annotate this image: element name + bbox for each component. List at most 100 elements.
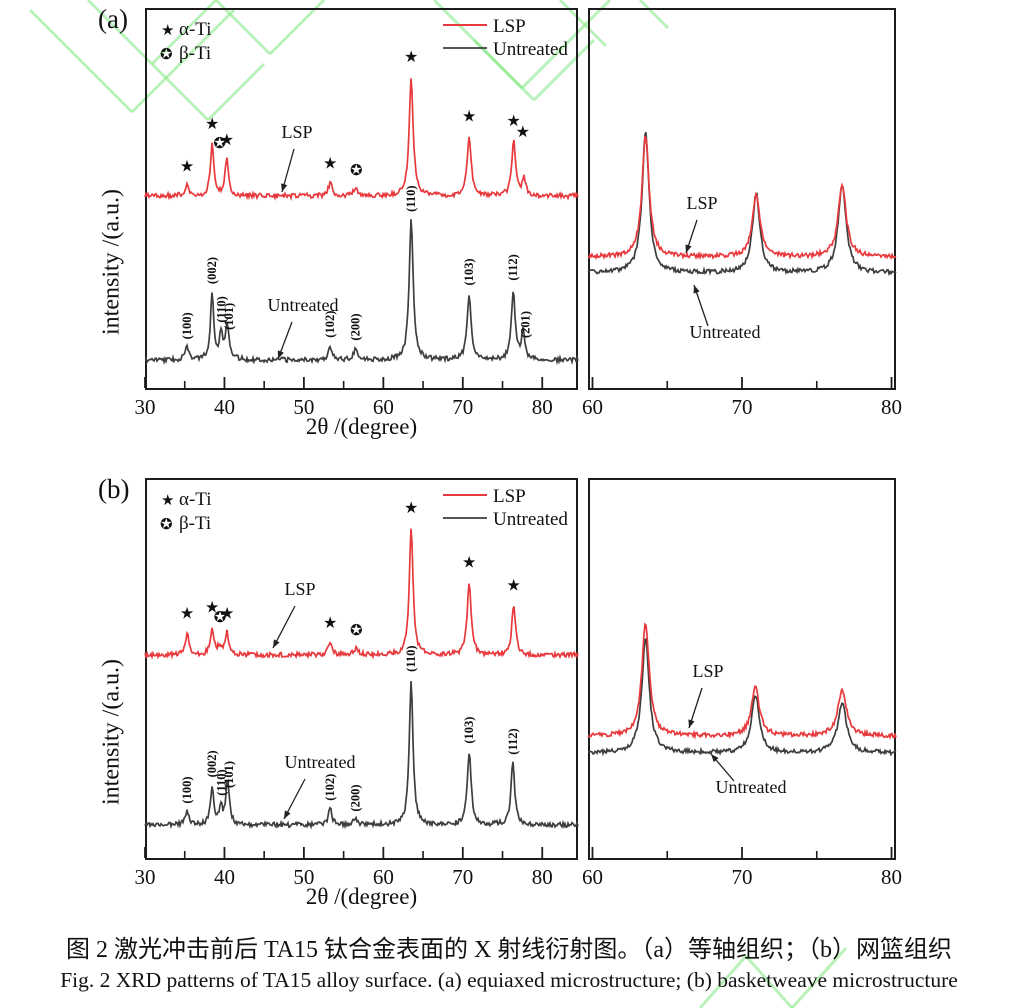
- alpha-ti-marker: ★: [506, 113, 520, 130]
- x-tick-label: 40: [214, 395, 235, 419]
- untreated-curve: [144, 681, 579, 830]
- beta-ti-key-symbol: ✪: [160, 47, 173, 63]
- x-axis-title-b: 2θ /(degree): [305, 884, 418, 909]
- alpha-ti-marker: ★: [404, 49, 418, 66]
- hkl-label: (112): [506, 728, 520, 754]
- series-annotation: LSP: [692, 661, 723, 681]
- alpha-ti-marker: ★: [404, 500, 418, 517]
- beta-ti-marker: ✪: [214, 610, 227, 626]
- alpha-ti-marker: ★: [220, 132, 234, 149]
- alpha-ti-key-label: α-Ti: [179, 19, 212, 40]
- hkl-label: (101): [222, 761, 236, 788]
- x-tick-label: 70: [732, 865, 753, 889]
- alpha-ti-marker: ★: [462, 109, 476, 126]
- hkl-label: (002): [205, 257, 219, 284]
- lsp-curve: [587, 135, 897, 261]
- series-annotation: Untreated: [716, 777, 787, 797]
- plot-svg-a-inset: 60 70 80 Untreated LSP: [582, 8, 902, 419]
- alpha-ti-marker: ★: [506, 578, 520, 595]
- x-tick-label: 60: [373, 865, 394, 889]
- legend-lsp-label: LSP: [493, 16, 526, 37]
- plot-border: [145, 8, 578, 390]
- alpha-ti-marker: ★: [205, 600, 219, 617]
- legend-untreated-label: Untreated: [493, 509, 568, 530]
- plot-svg-b-main: 30 40 50 60 70 80(100)(002)(110)(101) (102) (20…: [135, 478, 579, 889]
- alpha-ti-marker: ★: [462, 555, 476, 572]
- legend-untreated-label: Untreated: [493, 39, 568, 60]
- series-annotation: LSP: [284, 579, 315, 599]
- hkl-label: (002): [205, 750, 219, 777]
- annotation-arrow-head: [685, 244, 692, 253]
- x-tick-label: 30: [135, 395, 156, 419]
- alpha-ti-key-symbol: ★: [161, 23, 174, 39]
- hkl-label: (100): [180, 776, 194, 803]
- watermark-line: [520, 0, 612, 90]
- watermark-line: [150, 0, 218, 66]
- alpha-ti-marker: ★: [180, 606, 194, 623]
- x-axis-title-a: 2θ /(degree): [305, 414, 418, 439]
- y-axis-label-b: intensity /(a.u.): [98, 659, 125, 805]
- panel-a-label: (a): [98, 4, 128, 34]
- alpha-ti-marker: ★: [323, 156, 337, 173]
- watermark-line: [130, 8, 236, 114]
- untreated-curve: [144, 219, 579, 366]
- plot-border: [145, 478, 578, 860]
- x-tick-label: 80: [532, 395, 553, 419]
- watermark-line: [150, 62, 210, 122]
- x-tick-label: 80: [881, 395, 902, 419]
- hkl-label: (102): [323, 311, 337, 338]
- hkl-label: (200): [349, 313, 363, 340]
- plot-border: [588, 8, 896, 390]
- hkl-label: (112): [506, 254, 520, 280]
- plot-svg-a-main: 30 40 50 60 70 80(100)(002)(110)(101) (102) (20…: [135, 8, 579, 419]
- series-annotation: Untreated: [285, 752, 356, 772]
- hkl-label: (103): [462, 258, 476, 285]
- x-tick-label: 60: [582, 395, 603, 419]
- x-tick-label: 70: [732, 395, 753, 419]
- beta-ti-key-symbol: ✪: [160, 517, 173, 533]
- x-tick-label: 30: [135, 865, 156, 889]
- beta-ti-marker: ✪: [213, 136, 226, 152]
- beta-ti-key-label: β-Ti: [179, 513, 211, 534]
- series-annotation: Untreated: [690, 322, 761, 342]
- x-tick-label: 60: [373, 395, 394, 419]
- watermark-line: [558, 0, 608, 48]
- x-tick-label: 80: [532, 865, 553, 889]
- alpha-ti-marker: ★: [220, 605, 234, 622]
- alpha-ti-key-label: α-Ti: [179, 489, 212, 510]
- alpha-ti-marker: ★: [516, 124, 530, 141]
- xrd-plot-b-main: 30 40 50 60 70 80 (100) (002) (110) (101) (102) (20…: [135, 478, 579, 894]
- series-annotation: Untreated: [268, 295, 339, 315]
- hkl-label: (200): [349, 784, 363, 811]
- hkl-label: (102): [323, 774, 337, 801]
- annotation-arrow-head: [688, 719, 695, 728]
- panel-b-label: (b): [98, 474, 130, 504]
- watermark-line: [638, 0, 670, 30]
- alpha-ti-marker: ★: [205, 116, 219, 133]
- annotation-arrow-head: [273, 639, 280, 648]
- annotation-arrow-head: [281, 183, 288, 192]
- alpha-ti-marker: ★: [323, 615, 337, 632]
- plot-svg-b-inset: 60 70 80 Untreated LSP: [582, 478, 902, 889]
- x-tick-label: 60: [582, 865, 603, 889]
- hkl-label: (110): [404, 185, 418, 211]
- watermark-line: [744, 955, 794, 1008]
- x-tick-label: 50: [293, 395, 314, 419]
- beta-ti-key-label: β-Ti: [179, 43, 211, 64]
- xrd-plot-a-main: 30 40 50 60 70 80 (100) (002) (110) (101) (102) (20…: [135, 8, 579, 424]
- series-annotation: LSP: [281, 122, 312, 142]
- caption-english: Fig. 2 XRD patterns of TA15 alloy surfac…: [60, 968, 958, 992]
- annotation-arrow-head: [277, 350, 284, 359]
- watermark-line: [86, 0, 154, 66]
- plot-border: [588, 478, 896, 860]
- x-tick-label: 70: [452, 395, 473, 419]
- watermark-line: [472, 38, 536, 102]
- lsp-curve: [144, 78, 579, 202]
- alpha-ti-marker: ★: [180, 159, 194, 176]
- hkl-label: (110): [215, 769, 229, 795]
- watermark-line: [206, 62, 266, 122]
- lsp-curve: [587, 622, 897, 740]
- xrd-plot-a-inset: 60 70 80 Untreated LSP: [582, 8, 902, 424]
